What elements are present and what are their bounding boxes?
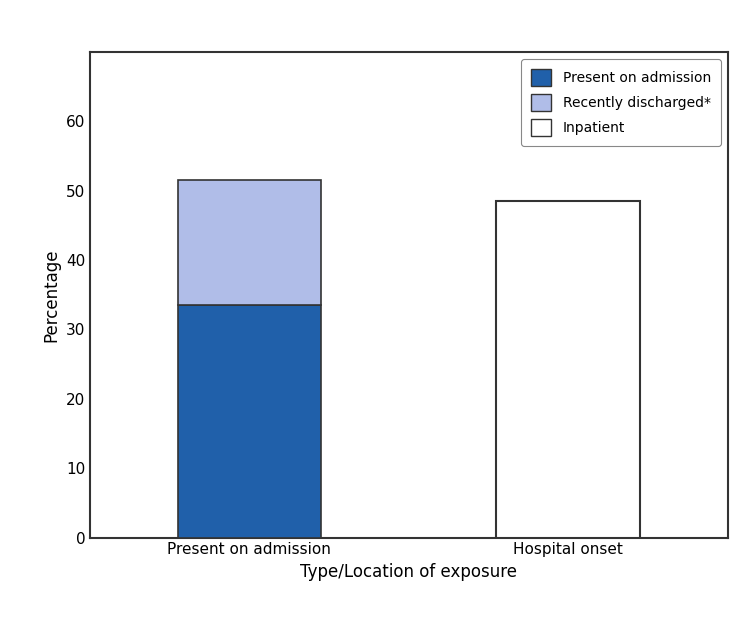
Bar (178, 180, 321, 305)
Y-axis label: Percentage: Percentage (42, 248, 60, 342)
Legend: Present on admission, Recently discharged*, Inpatient: Present on admission, Recently discharge… (521, 59, 721, 146)
Text: Medscape: Medscape (9, 11, 94, 25)
Bar (178, 305, 321, 538)
X-axis label: Type/Location of exposure: Type/Location of exposure (300, 563, 518, 581)
Bar (496, 201, 640, 538)
Text: Source: MMWR © 2012 Centers for Disease Control and Prevention (CDC): Source: MMWR © 2012 Centers for Disease … (324, 614, 735, 624)
